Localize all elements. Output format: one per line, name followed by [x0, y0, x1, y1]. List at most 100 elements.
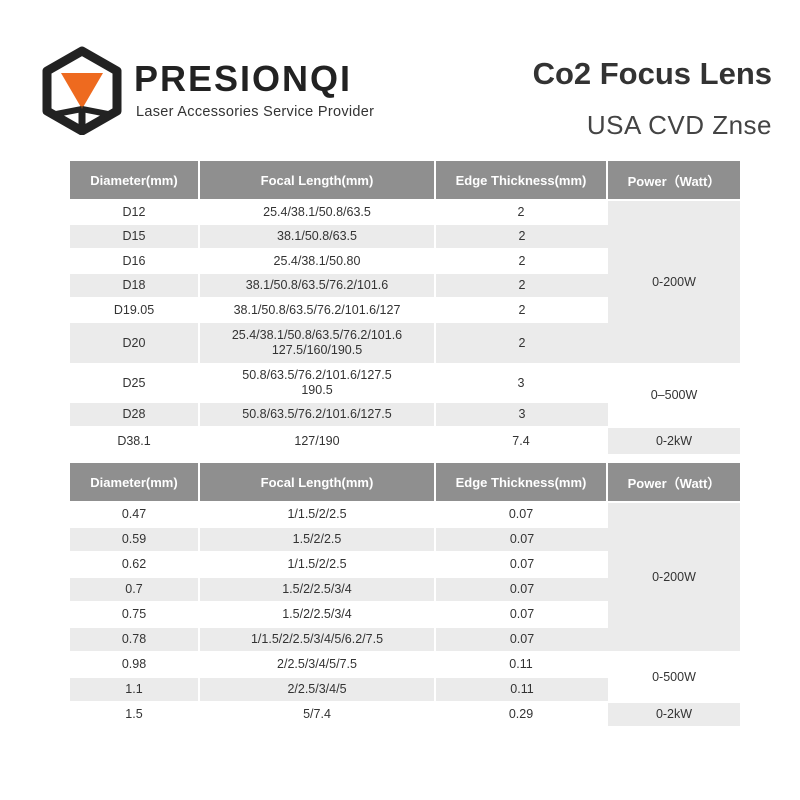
- table-row: 0.98 2/2.5/3/4/5/7.5 0.11 0-500W: [70, 651, 740, 701]
- cell-edge-thickness: 2: [436, 321, 608, 363]
- cell-focal-length: 1.5/2/2.5/3/4: [200, 601, 436, 626]
- cell-focal-length: 50.8/63.5/76.2/101.6/127.5: [200, 401, 436, 426]
- focal-length-line-2: 127.5/160/190.5: [271, 343, 363, 357]
- cell-diameter: 0.59: [70, 526, 200, 551]
- table-row: 0.7 1.5/2/2.5/3/4 0.07: [70, 576, 740, 601]
- cell-power: 0-200W: [608, 501, 740, 651]
- header-diameter: Diameter(mm): [70, 161, 200, 199]
- cell-diameter: 0.7: [70, 576, 200, 601]
- cell-edge-thickness: 0.11: [436, 651, 608, 676]
- cell-focal-length: 2/2.5/3/4/5/7.5: [200, 651, 436, 676]
- cell-focal-length: 25.4/38.1/50.8/63.5/76.2/101.6 127.5/160…: [200, 321, 436, 363]
- table-row: D20 25.4/38.1/50.8/63.5/76.2/101.6 127.5…: [70, 321, 740, 363]
- focal-length-line-1: 25.4/38.1/50.8/63.5/76.2/101.6: [231, 328, 403, 342]
- spec-table-large-lenses: Diameter(mm) Focal Length(mm) Edge Thick…: [70, 161, 740, 454]
- table-row: 0.59 1.5/2/2.5 0.07: [70, 526, 740, 551]
- cell-edge-thickness: 0.07: [436, 576, 608, 601]
- cell-focal-length: 127/190: [200, 426, 436, 454]
- header-edge-thickness: Edge Thickness(mm): [436, 463, 608, 501]
- brand-name: PRESIONQI: [134, 58, 353, 99]
- cell-diameter: D28: [70, 401, 200, 426]
- table-row: D25 50.8/63.5/76.2/101.6/127.5 190.5 3 0…: [70, 363, 740, 426]
- cell-focal-length: 1.5/2/2.5/3/4: [200, 576, 436, 601]
- spec-table-small-lenses: Diameter(mm) Focal Length(mm) Edge Thick…: [70, 463, 740, 726]
- cell-focal-length: 25.4/38.1/50.8/63.5: [200, 199, 436, 223]
- cell-diameter: 0.75: [70, 601, 200, 626]
- header-focal-length: Focal Length(mm): [200, 161, 436, 199]
- header-power: Power（Watt）: [608, 161, 740, 199]
- table-row: D38.1 127/190 7.4 0-2kW: [70, 426, 740, 454]
- cell-power: 0-2kW: [608, 426, 740, 454]
- cell-power: 0-2kW: [608, 701, 740, 726]
- cell-power: 0-500W: [608, 651, 740, 701]
- table-row: D15 38.1/50.8/63.5 2: [70, 223, 740, 248]
- cell-edge-thickness: 3: [436, 363, 608, 401]
- table-header-row: Diameter(mm) Focal Length(mm) Edge Thick…: [70, 463, 740, 501]
- table-row: 0.78 1/1.5/2/2.5/3/4/5/6.2/7.5 0.07: [70, 626, 740, 651]
- cell-focal-length: 38.1/50.8/63.5: [200, 223, 436, 248]
- cell-edge-thickness: 2: [436, 297, 608, 321]
- cell-diameter: 0.98: [70, 651, 200, 676]
- cell-diameter: 1.1: [70, 676, 200, 701]
- cell-diameter: D15: [70, 223, 200, 248]
- cell-diameter: D16: [70, 248, 200, 272]
- cell-focal-length: 38.1/50.8/63.5/76.2/101.6: [200, 272, 436, 297]
- cell-diameter: D19.05: [70, 297, 200, 321]
- cell-edge-thickness: 0.11: [436, 676, 608, 701]
- cell-diameter: 0.62: [70, 551, 200, 576]
- table-row: D28 50.8/63.5/76.2/101.6/127.5 3: [70, 401, 740, 426]
- focal-length-line-2: 190.5: [301, 383, 333, 397]
- table-row: D16 25.4/38.1/50.80 2: [70, 248, 740, 272]
- hexagon-logo-icon: [42, 46, 122, 135]
- cell-edge-thickness: 3: [436, 401, 608, 426]
- cell-focal-length: 50.8/63.5/76.2/101.6/127.5 190.5: [200, 363, 436, 401]
- cell-focal-length: 38.1/50.8/63.5/76.2/101.6/127: [200, 297, 436, 321]
- page-subtitle: USA CVD Znse: [586, 110, 772, 140]
- cell-edge-thickness: 0.07: [436, 626, 608, 651]
- cell-power: 0–500W: [608, 363, 740, 426]
- cell-focal-length: 1/1.5/2/2.5: [200, 501, 436, 526]
- cell-focal-length: 2/2.5/3/4/5: [200, 676, 436, 701]
- table-row: 1.1 2/2.5/3/4/5 0.11: [70, 676, 740, 701]
- table-row: 0.62 1/1.5/2/2.5 0.07: [70, 551, 740, 576]
- cell-diameter: D18: [70, 272, 200, 297]
- cell-diameter: 0.47: [70, 501, 200, 526]
- cell-edge-thickness: 2: [436, 199, 608, 223]
- cell-edge-thickness: 2: [436, 272, 608, 297]
- brand-tagline: Laser Accessories Service Provider: [136, 104, 375, 120]
- cell-focal-length: 1.5/2/2.5: [200, 526, 436, 551]
- cell-edge-thickness: 0.07: [436, 526, 608, 551]
- cell-diameter: D25: [70, 363, 200, 401]
- focal-length-line-1: 50.8/63.5/76.2/101.6/127.5: [242, 368, 392, 382]
- cell-focal-length: 25.4/38.1/50.80: [200, 248, 436, 272]
- cell-edge-thickness: 0.29: [436, 701, 608, 726]
- cell-edge-thickness: 2: [436, 223, 608, 248]
- header-diameter: Diameter(mm): [70, 463, 200, 501]
- table-row: 1.5 5/7.4 0.29 0-2kW: [70, 701, 740, 726]
- header-edge-thickness: Edge Thickness(mm): [436, 161, 608, 199]
- cell-edge-thickness: 0.07: [436, 501, 608, 526]
- page-title: Co2 Focus Lens: [532, 56, 772, 91]
- cell-edge-thickness: 7.4: [436, 426, 608, 454]
- cell-diameter: D38.1: [70, 426, 200, 454]
- cell-diameter: 1.5: [70, 701, 200, 726]
- cell-diameter: D20: [70, 321, 200, 363]
- header-focal-length: Focal Length(mm): [200, 463, 436, 501]
- table-row: D19.05 38.1/50.8/63.5/76.2/101.6/127 2: [70, 297, 740, 321]
- cell-power: 0-200W: [608, 199, 740, 363]
- table-row: D18 38.1/50.8/63.5/76.2/101.6 2: [70, 272, 740, 297]
- cell-diameter: D12: [70, 199, 200, 223]
- cell-edge-thickness: 0.07: [436, 601, 608, 626]
- cell-edge-thickness: 0.07: [436, 551, 608, 576]
- cell-focal-length: 5/7.4: [200, 701, 436, 726]
- table-row: D12 25.4/38.1/50.8/63.5 2 0-200W: [70, 199, 740, 363]
- cell-edge-thickness: 2: [436, 248, 608, 272]
- table-row: 0.75 1.5/2/2.5/3/4 0.07: [70, 601, 740, 626]
- cell-diameter: 0.78: [70, 626, 200, 651]
- header-power: Power（Watt）: [608, 463, 740, 501]
- cell-focal-length: 1/1.5/2/2.5: [200, 551, 436, 576]
- cell-focal-length: 1/1.5/2/2.5/3/4/5/6.2/7.5: [200, 626, 436, 651]
- table-row: 0.47 1/1.5/2/2.5 0.07 0-200W: [70, 501, 740, 651]
- table-header-row: Diameter(mm) Focal Length(mm) Edge Thick…: [70, 161, 740, 199]
- page-header: PRESIONQI Laser Accessories Service Prov…: [0, 0, 800, 160]
